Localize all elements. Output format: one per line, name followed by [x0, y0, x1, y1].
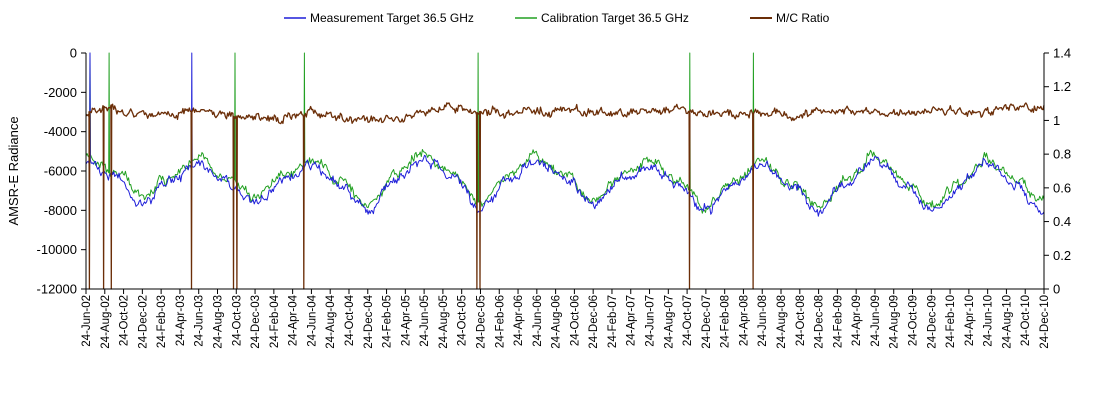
y2-tick-label: 1.2	[1053, 79, 1071, 94]
x-tick-label: 24-Oct-06	[569, 295, 581, 346]
x-tick-label: 24-Jun-03	[194, 295, 206, 347]
legend-item-m-c-ratio: M/C Ratio	[750, 11, 830, 25]
x-tick-label: 24-Feb-10	[945, 295, 957, 348]
x-tick-label: 24-Feb-08	[720, 295, 732, 348]
x-tick-label: 24-Dec-02	[137, 295, 149, 349]
x-tick-label: 24-Aug-05	[438, 295, 450, 349]
y2-tick-label: 0.8	[1053, 147, 1071, 162]
y2-tick-label: 0	[1053, 282, 1060, 297]
x-tick-label: 24-Aug-06	[551, 295, 563, 349]
legend-item-measurement-target-36-5-ghz: Measurement Target 36.5 GHz	[284, 11, 474, 25]
legend-item-calibration-target-36-5-ghz: Calibration Target 36.5 GHz	[515, 11, 689, 25]
series-line-calibration-target-36-5-ghz	[85, 52, 1045, 214]
legend-label: Calibration Target 36.5 GHz	[541, 11, 689, 25]
x-tick-label: 24-Dec-08	[814, 295, 826, 349]
x-tick-label: 24-Apr-07	[626, 295, 638, 346]
x-tick-label: 24-Apr-03	[175, 295, 187, 346]
y2-tick-label: 0.2	[1053, 248, 1071, 263]
x-tick-label: 24-Jun-06	[532, 295, 544, 347]
x-tick-label: 24-Dec-04	[363, 294, 375, 348]
x-tick-label: 24-Dec-05	[476, 295, 488, 349]
y2-tick-label: 1.4	[1053, 46, 1071, 61]
y-tick-label: -8000	[44, 203, 77, 218]
x-tick-label: 24-Aug-10	[1001, 295, 1013, 349]
series-line-m-c-ratio	[85, 102, 1045, 290]
legend: Measurement Target 36.5 GHz Calibration T…	[284, 11, 830, 25]
x-tick-label: 24-Dec-10	[1039, 295, 1051, 349]
x-tick-label: 24-Apr-04	[288, 294, 300, 346]
series-layer	[85, 52, 1045, 290]
legend-label: Measurement Target 36.5 GHz	[310, 11, 474, 25]
x-tick-label: 24-Apr-09	[851, 295, 863, 346]
series-line-measurement-target-36-5-ghz	[85, 52, 1045, 217]
y-tick-label: -12000	[37, 282, 77, 297]
y-tick-label: -6000	[44, 164, 77, 179]
x-tick-label: 24-Apr-08	[739, 295, 751, 346]
x-tick-label: 24-Dec-03	[250, 295, 262, 349]
x-tick-label: 24-Oct-10	[1020, 295, 1032, 346]
x-tick-label: 24-Aug-08	[776, 295, 788, 349]
x-tick-label: 24-Aug-03	[213, 295, 225, 349]
y-tick-label: -4000	[44, 124, 77, 139]
axes: 0 -2000 -4000 -6000 -8000 -10000 -12000 1.4 1.2 1…	[37, 46, 1072, 349]
plot-background	[86, 53, 1044, 289]
x-tick-label: 24-Apr-06	[513, 295, 525, 346]
x-tick-label: 24-Feb-06	[494, 295, 506, 348]
x-tick-label: 24-Oct-05	[457, 295, 469, 346]
x-tick-label: 24-Aug-02	[100, 295, 112, 349]
y-tick-label: 0	[70, 46, 77, 61]
x-tick-label: 24-Feb-07	[607, 295, 619, 348]
x-tick-label: 24-Oct-02	[119, 295, 131, 346]
x-tick-label: 24-Jun-04	[306, 294, 318, 346]
x-tick-label: 24-Jun-05	[419, 295, 431, 347]
legend-label: M/C Ratio	[776, 11, 830, 25]
y2-tick-label: 0.6	[1053, 180, 1071, 195]
x-tick-label: 24-Jun-02	[81, 295, 93, 347]
x-tick-label: 24-Oct-07	[682, 295, 694, 346]
x-tick-label: 24-Feb-05	[382, 295, 394, 348]
plot-area	[86, 53, 1044, 289]
y2-tick-label: 0.4	[1053, 214, 1071, 229]
x-tick-label: 24-Jun-07	[645, 295, 657, 347]
y-axis-label: AMSR-E Radiance	[6, 116, 21, 225]
y-tick-label: -10000	[37, 242, 77, 257]
x-tick-label: 24-Oct-03	[231, 295, 243, 346]
x-tick-label: 24-Feb-03	[156, 295, 168, 348]
y-tick-label: -2000	[44, 85, 77, 100]
x-tick-label: 24-Feb-09	[832, 295, 844, 348]
x-tick-label: 24-Oct-09	[908, 295, 920, 346]
x-tick-label: 24-Jun-08	[757, 295, 769, 347]
x-tick-label: 24-Dec-07	[701, 295, 713, 349]
x-tick-label: 24-Aug-07	[663, 295, 675, 349]
x-tick-label: 24-Dec-06	[588, 295, 600, 349]
x-tick-label: 24-Aug-09	[889, 295, 901, 349]
x-tick-label: 24-Apr-05	[400, 295, 412, 346]
x-tick-label: 24-Aug-04	[325, 294, 337, 348]
x-tick-label: 24-Jun-09	[870, 295, 882, 347]
x-tick-label: 24-Oct-08	[795, 295, 807, 346]
x-tick-label: 24-Apr-10	[964, 295, 976, 346]
y2-tick-label: 1	[1053, 113, 1060, 128]
x-tick-label: 24-Feb-04	[269, 294, 281, 348]
x-tick-label: 24-Oct-04	[344, 294, 356, 346]
x-tick-label: 24-Dec-09	[926, 295, 938, 349]
x-tick-label: 24-Jun-10	[983, 295, 995, 347]
